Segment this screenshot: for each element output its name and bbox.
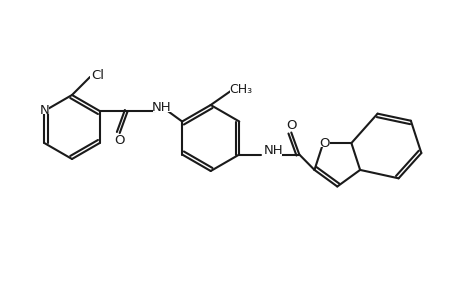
Text: O: O: [114, 134, 125, 146]
FancyBboxPatch shape: [318, 139, 330, 147]
Text: CH₃: CH₃: [229, 82, 252, 95]
Text: NH: NH: [263, 144, 282, 157]
FancyBboxPatch shape: [152, 102, 170, 112]
Text: NH: NH: [151, 100, 171, 113]
FancyBboxPatch shape: [39, 106, 49, 114]
FancyBboxPatch shape: [229, 85, 251, 93]
FancyBboxPatch shape: [285, 122, 296, 130]
Text: N: N: [39, 103, 49, 116]
FancyBboxPatch shape: [90, 71, 106, 79]
FancyBboxPatch shape: [114, 136, 124, 144]
FancyBboxPatch shape: [264, 146, 282, 155]
Text: Cl: Cl: [91, 68, 104, 82]
Text: O: O: [285, 119, 296, 132]
Text: O: O: [318, 136, 329, 150]
